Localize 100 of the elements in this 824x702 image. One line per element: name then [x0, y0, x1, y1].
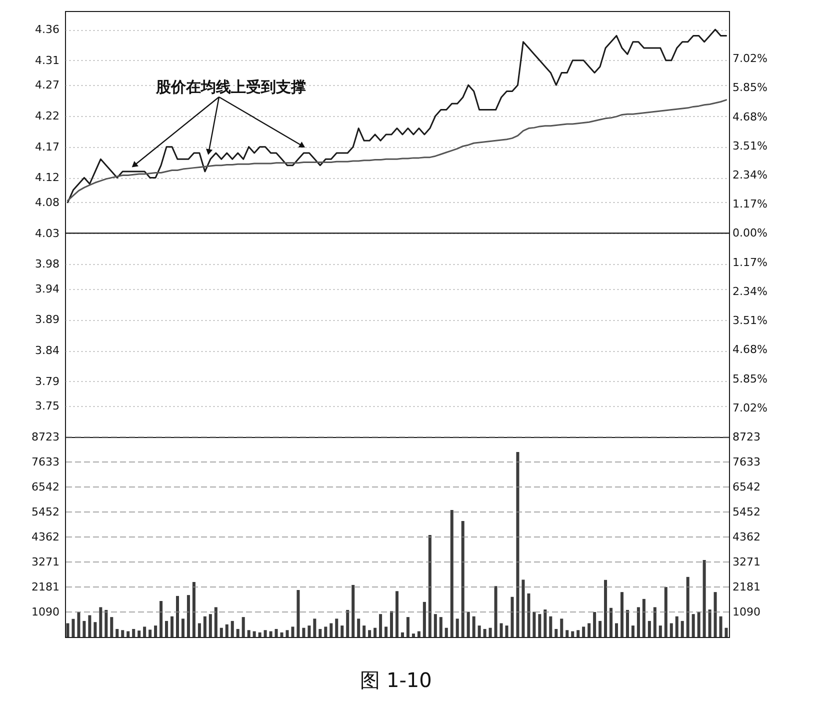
- bar: [544, 609, 547, 637]
- bar: [588, 623, 591, 637]
- bar: [82, 620, 86, 637]
- bar: [258, 632, 262, 637]
- bar: [340, 626, 344, 637]
- bar: [724, 628, 728, 637]
- bar: [417, 631, 420, 637]
- bar: [208, 614, 212, 637]
- annotation: 股价在均线上受到支撑: [155, 78, 306, 96]
- bar: [148, 630, 152, 637]
- bar: [522, 580, 525, 637]
- bar: [510, 596, 514, 637]
- bar: [708, 609, 712, 637]
- bar: [686, 576, 690, 637]
- bar: [527, 593, 530, 637]
- y-tick-label: 3271: [32, 556, 60, 569]
- bar: [280, 632, 284, 637]
- bar: [192, 582, 196, 637]
- bar: [138, 630, 141, 637]
- bar: [648, 620, 651, 637]
- y-tick-label: 4.31: [35, 54, 60, 67]
- y2-tick-label: 2.34%: [732, 284, 768, 298]
- y-tick-label: 4.03: [35, 226, 60, 240]
- bar: [99, 607, 102, 637]
- bar: [488, 628, 492, 637]
- y2-tick-label: 3.51%: [732, 314, 768, 328]
- bar: [549, 616, 552, 637]
- y2-tick-label: 1090: [732, 606, 760, 619]
- y2-tick-label: 1.17%: [732, 256, 768, 269]
- y-tick-label: 3.94: [35, 282, 60, 296]
- y-tick-label: 3.75: [35, 400, 60, 413]
- bar: [450, 510, 454, 637]
- y2-tick-label: 3.51%: [732, 139, 768, 152]
- bar: [554, 628, 558, 637]
- bar: [126, 631, 130, 637]
- y2-tick-label: 4.68%: [732, 343, 768, 356]
- line-series: [66, 99, 728, 202]
- bar: [620, 592, 624, 637]
- bar: [143, 626, 146, 637]
- bar: [566, 630, 569, 637]
- y2-tick-label: 7.02%: [732, 52, 768, 66]
- bar: [165, 620, 168, 637]
- bar: [214, 607, 218, 637]
- bar: [296, 590, 300, 637]
- bar: [604, 580, 608, 637]
- bar: [680, 620, 684, 637]
- bar: [692, 614, 695, 637]
- bar: [121, 630, 124, 637]
- y2-tick-label: 4362: [732, 530, 760, 544]
- bar: [412, 634, 415, 637]
- bar: [670, 623, 673, 637]
- bar: [714, 592, 717, 637]
- y-tick-label: 4362: [32, 530, 60, 544]
- y-tick-label: 6542: [32, 480, 60, 494]
- bar: [439, 617, 442, 637]
- bar: [236, 628, 240, 637]
- bar: [472, 616, 476, 637]
- bar: [610, 608, 613, 637]
- y2-tick-label: 3271: [732, 556, 760, 569]
- bar: [390, 611, 394, 637]
- y-tick-label: 4.36: [35, 23, 60, 36]
- bar: [456, 618, 459, 637]
- y2-tick-label: 0.00%: [732, 226, 768, 240]
- y-tick-label: 3.89: [35, 313, 60, 326]
- y-tick-label: 4.27: [35, 78, 60, 92]
- bar: [500, 623, 503, 637]
- bar: [653, 607, 656, 637]
- bar: [532, 612, 536, 637]
- bar: [702, 560, 706, 637]
- bar: [483, 628, 486, 637]
- bar: [203, 616, 206, 637]
- bar: [461, 520, 464, 637]
- bar: [154, 626, 158, 637]
- y-tick-label: 4.17: [35, 140, 60, 154]
- bar: [286, 630, 289, 637]
- y-tick-label: 3.79: [35, 374, 60, 388]
- bar: [264, 630, 267, 637]
- bar: [384, 626, 388, 637]
- bar: [379, 614, 382, 637]
- bar: [247, 630, 250, 637]
- y2-tick-label: 5452: [732, 505, 760, 518]
- bar: [697, 612, 700, 637]
- y-tick-label: 4.22: [35, 109, 60, 122]
- bar: [181, 618, 184, 637]
- bar: [658, 626, 662, 637]
- bar: [642, 598, 646, 637]
- bar: [598, 620, 602, 637]
- bar: [132, 628, 136, 637]
- bar: [444, 628, 448, 637]
- bar: [374, 628, 377, 637]
- bar: [274, 628, 278, 637]
- y-tick-label: 2181: [32, 580, 60, 594]
- caption: 图 1-10: [360, 668, 432, 692]
- bar: [318, 628, 322, 637]
- bar: [478, 626, 481, 637]
- bar: [516, 452, 520, 637]
- y2-tick-label: 5.85%: [732, 81, 768, 94]
- y-tick-label: 4.12: [35, 171, 60, 184]
- bar: [88, 615, 92, 637]
- bar: [77, 612, 80, 637]
